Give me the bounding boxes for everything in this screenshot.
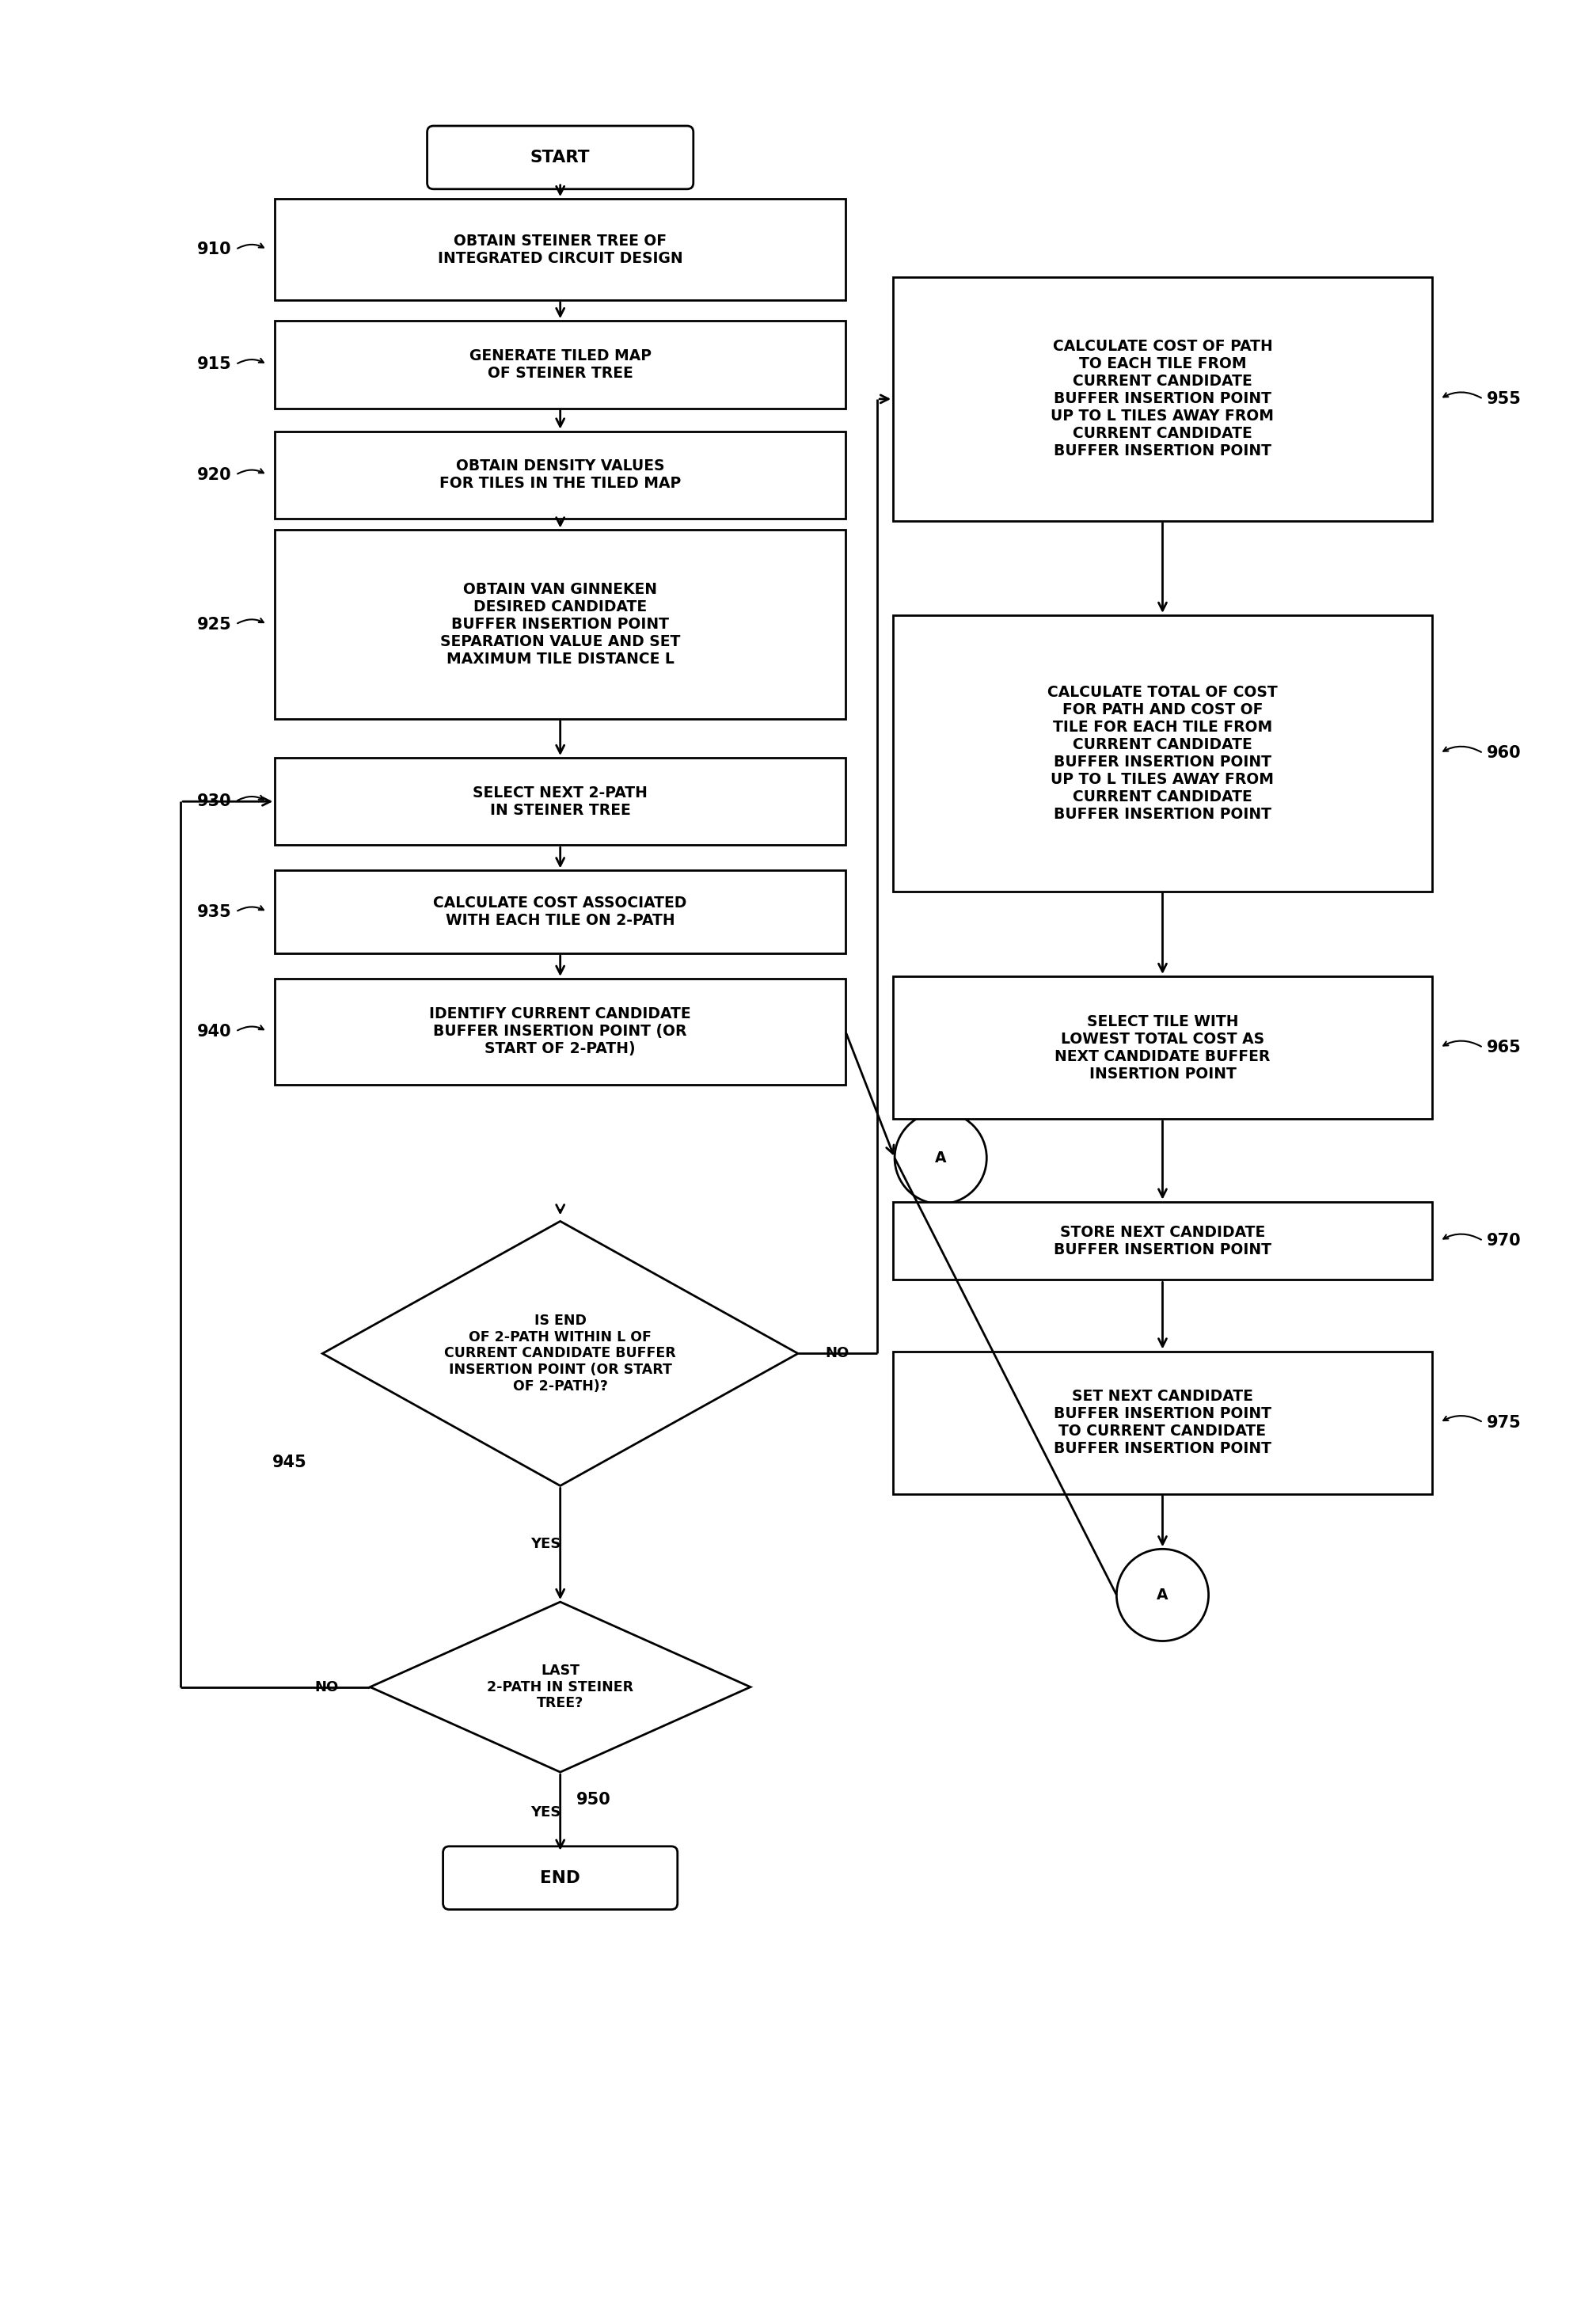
Bar (894, 278, 1432, 521)
Bar (894, 616, 1432, 892)
Text: YES: YES (531, 1804, 562, 1820)
Text: YES: YES (531, 1538, 562, 1552)
Bar (275, 322, 846, 408)
Text: SELECT NEXT 2-PATH
IN STEINER TREE: SELECT NEXT 2-PATH IN STEINER TREE (472, 785, 648, 818)
Text: LAST
2-PATH IN STEINER
TREE?: LAST 2-PATH IN STEINER TREE? (487, 1663, 634, 1712)
Bar (275, 530, 846, 718)
Text: CALCULATE COST ASSOCIATED
WITH EACH TILE ON 2-PATH: CALCULATE COST ASSOCIATED WITH EACH TILE… (434, 896, 686, 929)
Text: 930: 930 (198, 794, 231, 808)
Text: IS END
OF 2-PATH WITHIN L OF
CURRENT CANDIDATE BUFFER
INSERTION POINT (OR START
: IS END OF 2-PATH WITHIN L OF CURRENT CAN… (444, 1313, 677, 1394)
Text: 915: 915 (196, 357, 231, 373)
Bar (275, 757, 846, 845)
Text: OBTAIN DENSITY VALUES
FOR TILES IN THE TILED MAP: OBTAIN DENSITY VALUES FOR TILES IN THE T… (439, 459, 681, 491)
Text: NO: NO (314, 1679, 338, 1693)
Text: END: END (539, 1869, 581, 1885)
Text: 945: 945 (273, 1454, 306, 1471)
Bar (894, 977, 1432, 1119)
Text: IDENTIFY CURRENT CANDIDATE
BUFFER INSERTION POINT (OR
START OF 2-PATH): IDENTIFY CURRENT CANDIDATE BUFFER INSERT… (429, 1007, 691, 1056)
Text: 950: 950 (576, 1793, 611, 1806)
Text: START: START (530, 151, 591, 164)
Text: 965: 965 (1487, 1040, 1521, 1056)
Text: GENERATE TILED MAP
OF STEINER TREE: GENERATE TILED MAP OF STEINER TREE (469, 347, 651, 380)
Text: 925: 925 (196, 616, 231, 632)
Text: SELECT TILE WITH
LOWEST TOTAL COST AS
NEXT CANDIDATE BUFFER
INSERTION POINT: SELECT TILE WITH LOWEST TOTAL COST AS NE… (1055, 1014, 1270, 1082)
Text: SET NEXT CANDIDATE
BUFFER INSERTION POINT
TO CURRENT CANDIDATE
BUFFER INSERTION : SET NEXT CANDIDATE BUFFER INSERTION POIN… (1053, 1390, 1272, 1457)
Bar (275, 199, 846, 301)
Text: 920: 920 (198, 468, 231, 482)
Text: CALCULATE COST OF PATH
TO EACH TILE FROM
CURRENT CANDIDATE
BUFFER INSERTION POIN: CALCULATE COST OF PATH TO EACH TILE FROM… (1050, 338, 1274, 459)
Text: 935: 935 (196, 903, 231, 919)
Text: 955: 955 (1487, 391, 1521, 408)
Circle shape (895, 1112, 986, 1204)
Text: NO: NO (825, 1346, 849, 1359)
Bar (894, 1202, 1432, 1281)
Text: 940: 940 (198, 1024, 231, 1040)
Circle shape (1117, 1549, 1208, 1642)
FancyBboxPatch shape (428, 125, 693, 190)
Bar (275, 431, 846, 519)
Bar (275, 871, 846, 954)
Text: OBTAIN STEINER TREE OF
INTEGRATED CIRCUIT DESIGN: OBTAIN STEINER TREE OF INTEGRATED CIRCUI… (437, 234, 683, 266)
Text: STORE NEXT CANDIDATE
BUFFER INSERTION POINT: STORE NEXT CANDIDATE BUFFER INSERTION PO… (1053, 1225, 1272, 1258)
Text: 960: 960 (1487, 746, 1521, 762)
Text: 970: 970 (1487, 1232, 1521, 1248)
Bar (894, 1350, 1432, 1494)
Text: CALCULATE TOTAL OF COST
FOR PATH AND COST OF
TILE FOR EACH TILE FROM
CURRENT CAN: CALCULATE TOTAL OF COST FOR PATH AND COS… (1047, 686, 1278, 822)
Text: A: A (1157, 1586, 1168, 1603)
FancyBboxPatch shape (444, 1846, 677, 1908)
Text: A: A (935, 1151, 946, 1165)
Polygon shape (322, 1221, 798, 1487)
Text: 975: 975 (1487, 1415, 1521, 1431)
Bar (275, 980, 846, 1084)
Text: 910: 910 (198, 241, 231, 257)
Polygon shape (370, 1603, 750, 1772)
Text: OBTAIN VAN GINNEKEN
DESIRED CANDIDATE
BUFFER INSERTION POINT
SEPARATION VALUE AN: OBTAIN VAN GINNEKEN DESIRED CANDIDATE BU… (440, 581, 680, 667)
